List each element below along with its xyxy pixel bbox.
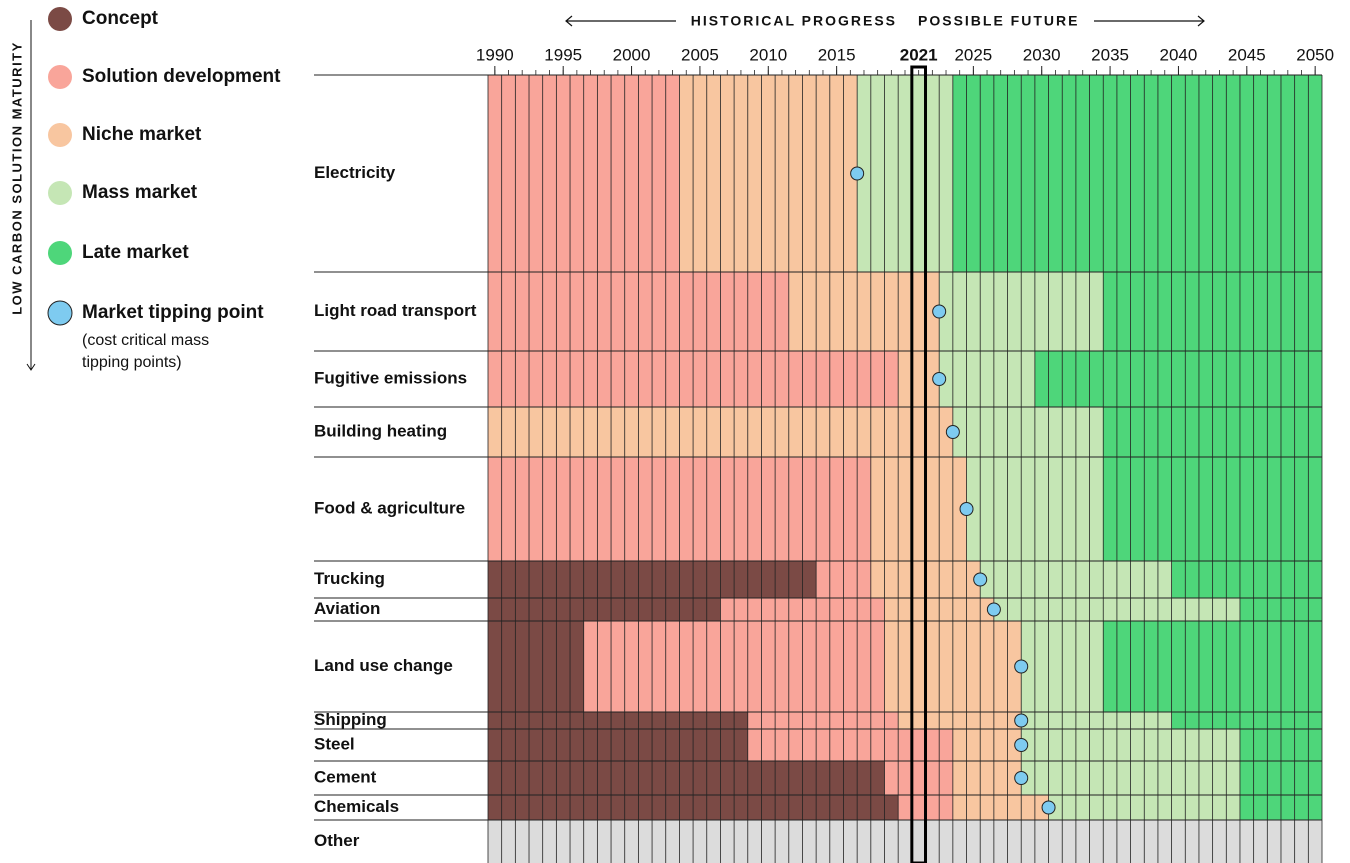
tipping-point: [1014, 713, 1029, 728]
axis-arrow-head: [26, 363, 36, 371]
arrow-left-head: [565, 15, 573, 27]
x-tick-label: 2000: [613, 45, 651, 64]
stage-segment: [747, 729, 953, 761]
legend-label: Niche market: [82, 124, 202, 145]
x-tick-label: 2050: [1296, 45, 1334, 64]
x-tick-label: 2005: [681, 45, 719, 64]
sector-label: Shipping: [314, 710, 387, 729]
x-tick-label: 2025: [954, 45, 992, 64]
legend-swatch: [48, 65, 72, 89]
sector-label: Chemicals: [314, 797, 399, 816]
stage-segment: [488, 621, 584, 712]
legend-label: Market tipping point: [82, 302, 264, 323]
stage-segment: [1034, 351, 1322, 407]
stage-segment: [488, 761, 885, 795]
x-tick-label: 1990: [476, 45, 514, 64]
legend-swatch: [48, 181, 72, 205]
sector-label: Land use change: [314, 656, 453, 675]
stage-segment: [884, 761, 953, 795]
legend-label: Late market: [82, 242, 189, 263]
stage-segment: [1171, 712, 1322, 729]
stage-segment: [939, 351, 1035, 407]
sector-label: Steel: [314, 734, 355, 753]
stage-segment: [788, 272, 940, 351]
tipping-point: [932, 304, 947, 319]
legend-label: Concept: [82, 8, 159, 29]
tipping-point: [1014, 738, 1029, 752]
stage-segment: [952, 761, 1022, 795]
stage-segment: [952, 407, 1104, 457]
tipping-point: [850, 166, 865, 181]
sector-label: Fugitive emissions: [314, 368, 467, 387]
legend-label: Solution development: [82, 66, 281, 87]
stage-segment: [488, 712, 748, 729]
tipping-point: [1014, 659, 1029, 674]
x-tick-label: 2010: [749, 45, 787, 64]
x-tick-label: 2015: [818, 45, 856, 64]
x-tick-label: 2030: [1023, 45, 1061, 64]
tipping-point: [959, 502, 974, 516]
stage-segment: [1021, 712, 1172, 729]
x-tick-label: 2035: [1091, 45, 1129, 64]
legend-label: Mass market: [82, 182, 198, 203]
stage-segment: [898, 712, 1022, 729]
sector-label: Trucking: [314, 569, 385, 588]
sector-label: Electricity: [314, 163, 396, 182]
stage-segment: [679, 75, 858, 272]
tipping-point: [1014, 771, 1029, 785]
x-tick-label: 1995: [544, 45, 582, 64]
stage-segment: [870, 457, 967, 561]
highlight-year-column: [910, 65, 928, 863]
stage-segment: [857, 75, 953, 272]
legend-swatch: [48, 241, 72, 265]
sector-label: Cement: [314, 767, 377, 786]
stage-segment: [952, 729, 1022, 761]
legend-swatch: [48, 7, 72, 31]
x-tick-label: 2045: [1228, 45, 1266, 64]
tipping-point: [1041, 800, 1056, 815]
tipping-point: [973, 572, 988, 587]
highlight-year-label: 2021: [900, 45, 938, 64]
stage-segment: [747, 712, 899, 729]
sector-label: Aviation: [314, 599, 380, 618]
right-header: POSSIBLE FUTURE: [918, 13, 1079, 29]
legend-swatch: [48, 123, 72, 147]
legend-swatch: [47, 300, 73, 326]
stage-segment: [952, 795, 1049, 820]
tipping-point: [945, 425, 960, 439]
sector-label: Light road transport: [314, 301, 477, 320]
sector-label: Food & agriculture: [314, 498, 465, 517]
axis-label: LOW CARBON SOLUTION MATURITY: [9, 41, 24, 315]
sector-label: Other: [314, 831, 360, 850]
x-tick-label: 2040: [1160, 45, 1198, 64]
arrow-right-head: [1197, 15, 1205, 27]
stage-segment: [488, 729, 748, 761]
tipping-note: (cost critical mass tipping points): [82, 332, 210, 371]
sector-label: Building heating: [314, 421, 447, 440]
stage-segment: [488, 598, 721, 621]
no-data-band: [488, 820, 1322, 863]
tipping-point: [932, 372, 947, 386]
stage-segment: [952, 75, 1322, 272]
stage-segment: [1171, 561, 1322, 598]
tipping-point: [986, 602, 1001, 617]
left-header: HISTORICAL PROGRESS: [691, 13, 897, 29]
